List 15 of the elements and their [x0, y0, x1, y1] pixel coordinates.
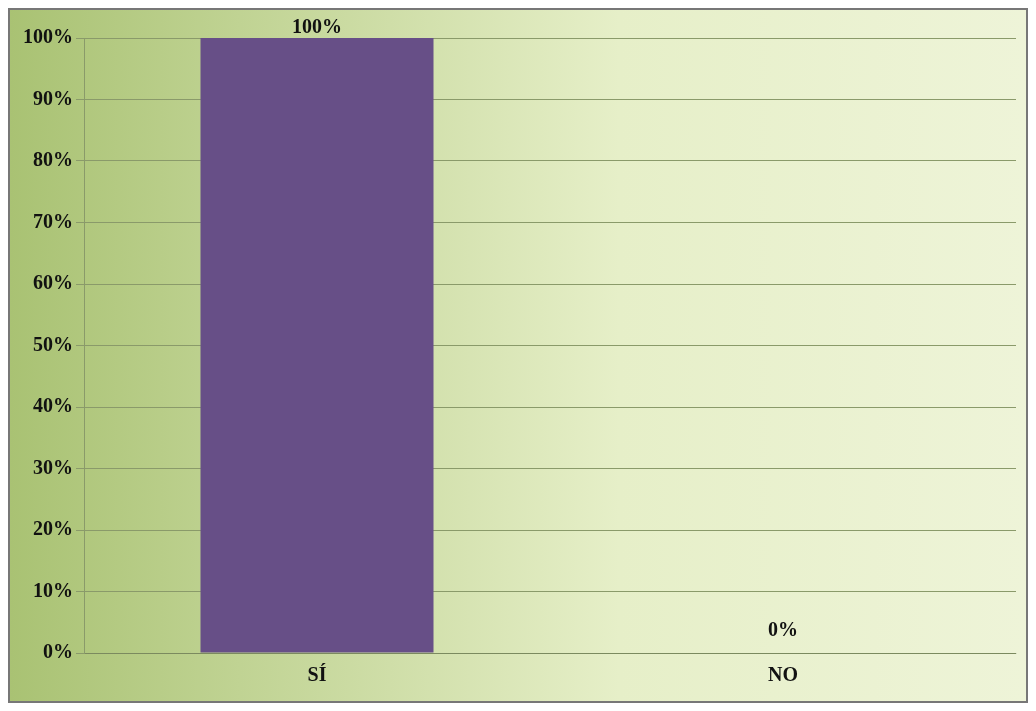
x-tick-label: SÍ — [307, 663, 327, 686]
y-tick-label: 70% — [33, 209, 73, 232]
y-tick-label: 80% — [33, 148, 73, 171]
y-tick-label: 20% — [33, 517, 73, 540]
y-tick-label: 40% — [33, 394, 73, 417]
x-tick-label: NO — [768, 663, 798, 686]
y-tick-label: 50% — [33, 332, 73, 355]
y-tick-label: 90% — [33, 86, 73, 109]
data-label: 0% — [768, 618, 798, 641]
y-tick-label: 100% — [23, 25, 73, 48]
y-tick-label: 30% — [33, 455, 73, 478]
data-label: 100% — [292, 15, 342, 38]
y-tick-label: 10% — [33, 578, 73, 601]
y-tick-label: 60% — [33, 271, 73, 294]
y-tick-label: 0% — [43, 640, 73, 663]
